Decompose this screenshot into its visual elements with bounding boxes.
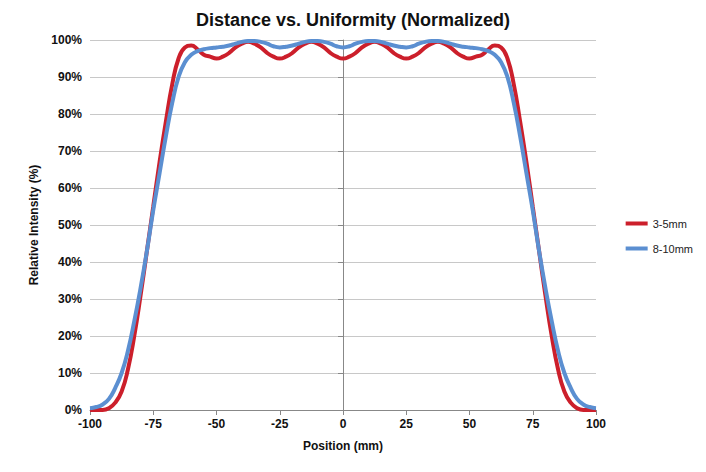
- svg-text:50: 50: [463, 417, 477, 431]
- svg-text:8-10mm: 8-10mm: [653, 243, 693, 255]
- svg-text:30%: 30%: [58, 292, 82, 306]
- svg-text:100: 100: [586, 417, 606, 431]
- svg-text:-100: -100: [78, 417, 102, 431]
- svg-text:50%: 50%: [58, 218, 82, 232]
- svg-text:40%: 40%: [58, 255, 82, 269]
- svg-text:-75: -75: [145, 417, 163, 431]
- svg-text:10%: 10%: [58, 366, 82, 380]
- svg-text:0: 0: [340, 417, 347, 431]
- svg-text:100%: 100%: [51, 33, 82, 47]
- svg-text:3-5mm: 3-5mm: [653, 218, 687, 230]
- svg-text:25: 25: [400, 417, 414, 431]
- svg-text:75: 75: [526, 417, 540, 431]
- svg-text:90%: 90%: [58, 70, 82, 84]
- svg-text:0%: 0%: [65, 403, 83, 417]
- svg-text:20%: 20%: [58, 329, 82, 343]
- svg-text:Relative Intensity (%): Relative Intensity (%): [27, 165, 41, 286]
- svg-text:Distance vs. Uniformity (Norma: Distance vs. Uniformity (Normalized): [196, 10, 510, 30]
- svg-text:80%: 80%: [58, 107, 82, 121]
- svg-text:-50: -50: [208, 417, 226, 431]
- svg-text:Position (mm): Position (mm): [303, 439, 383, 453]
- svg-text:-25: -25: [271, 417, 289, 431]
- svg-text:60%: 60%: [58, 181, 82, 195]
- svg-text:70%: 70%: [58, 144, 82, 158]
